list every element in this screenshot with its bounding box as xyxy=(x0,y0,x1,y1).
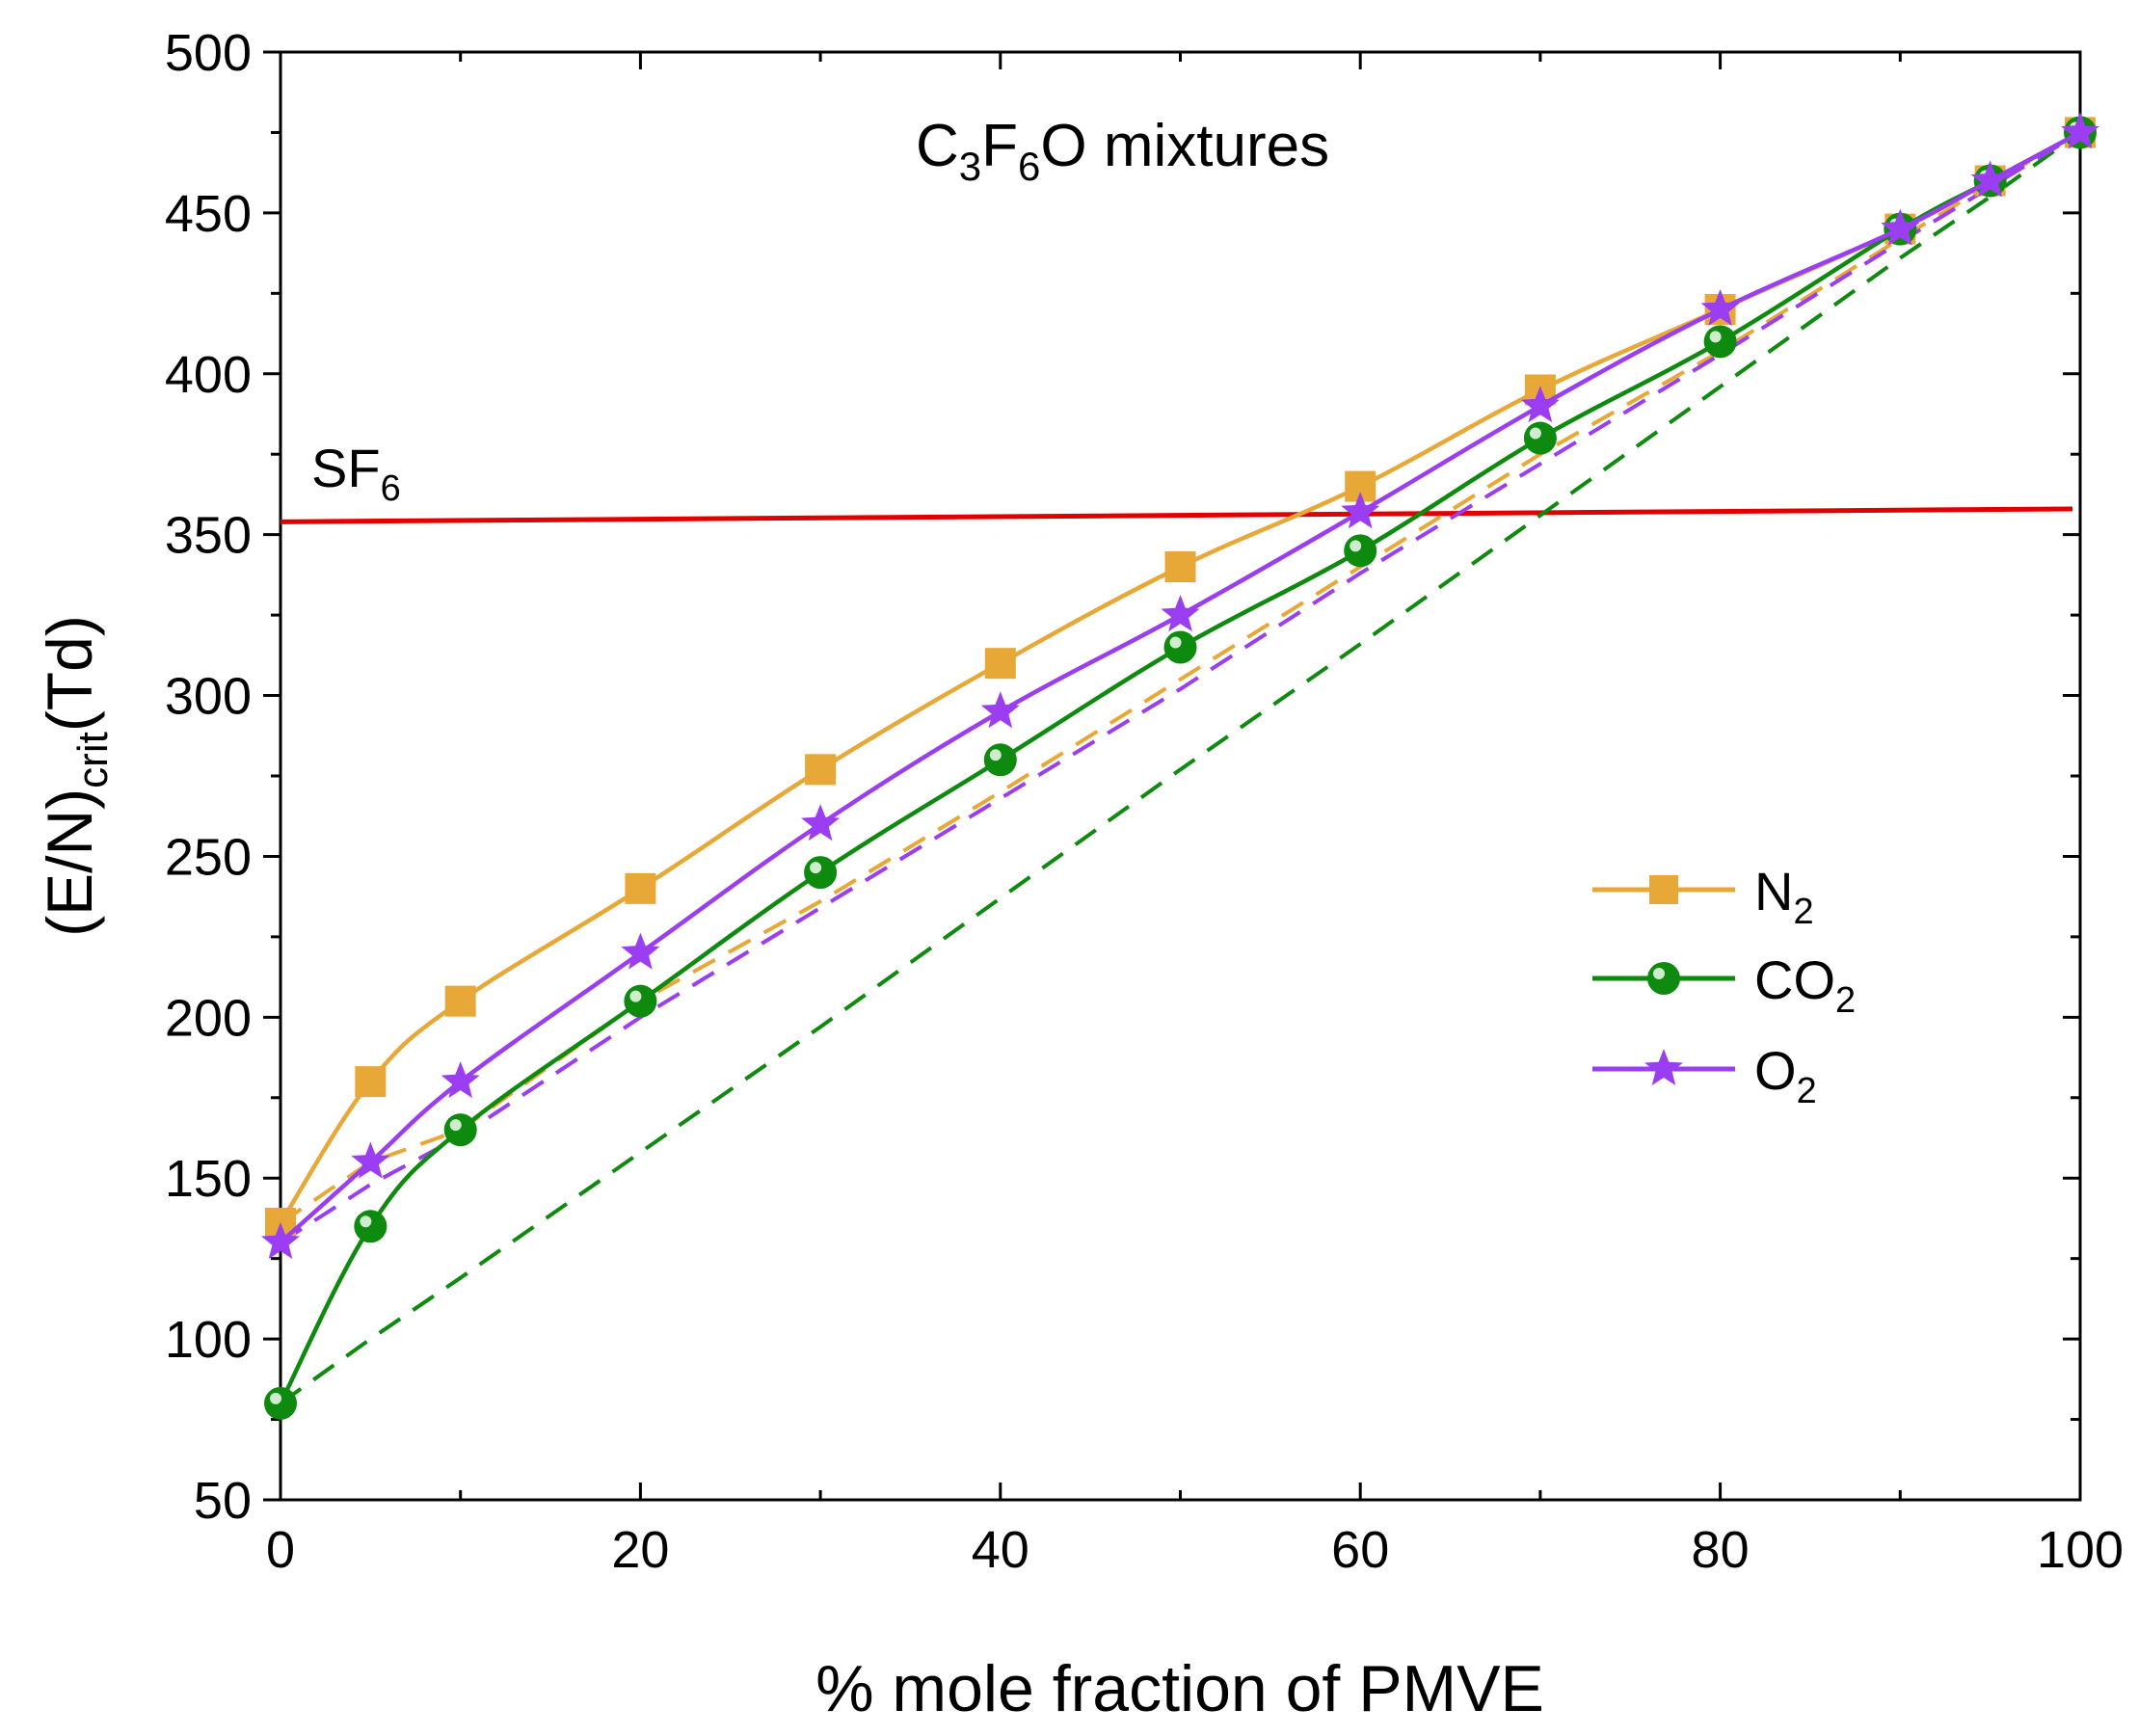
point-co2 xyxy=(804,856,838,890)
point-n2 xyxy=(444,985,476,1017)
point-o2 xyxy=(1700,289,1740,326)
point-o2 xyxy=(1341,492,1380,529)
point-highlight-co2 xyxy=(1709,331,1722,343)
y-tick-label: 250 xyxy=(165,828,252,886)
point-o2 xyxy=(2061,112,2099,149)
y-tick-label: 450 xyxy=(165,185,252,243)
point-o2 xyxy=(980,691,1020,729)
y-tick-label: 350 xyxy=(165,507,252,565)
y-tick-label: 300 xyxy=(165,668,252,726)
legend-marker-o2 xyxy=(1644,1049,1683,1085)
point-co2 xyxy=(624,984,657,1018)
axis-ticks: 0 20 40 60 80 100 50 100 150 200 250 300 350 400 450 50… xyxy=(165,24,2124,1579)
point-highlight-co2 xyxy=(270,1392,281,1404)
point-highlight-co2 xyxy=(629,990,642,1002)
point-n2 xyxy=(1164,551,1196,583)
sf6-label: SF6 xyxy=(311,438,401,509)
point-highlight-co2 xyxy=(1350,540,1362,552)
point-o2 xyxy=(261,1222,300,1259)
legend-marker-co2-highlight xyxy=(1653,968,1665,979)
legend-entry-o2: O2 xyxy=(1592,1040,1817,1111)
point-highlight-co2 xyxy=(1169,636,1182,649)
chart-title: C3F6O mixtures xyxy=(916,113,1329,189)
point-n2 xyxy=(625,872,656,904)
legend-label-n2: N2 xyxy=(1754,861,1814,932)
point-o2 xyxy=(1520,386,1560,423)
point-co2 xyxy=(1163,630,1197,664)
y-tick-label: 400 xyxy=(165,346,252,404)
point-n2 xyxy=(805,754,837,786)
legend-entry-n2: N2 xyxy=(1592,861,1814,932)
point-highlight-co2 xyxy=(810,862,822,874)
legend-label-co2: CO2 xyxy=(1754,949,1856,1021)
x-tick-label: 100 xyxy=(2037,1521,2124,1579)
legend: N2 CO2 O2 xyxy=(1592,861,1856,1111)
point-o2 xyxy=(441,1061,480,1099)
point-co2 xyxy=(264,1386,297,1420)
y-tick-label: 500 xyxy=(165,24,252,82)
y-tick-label: 150 xyxy=(165,1150,252,1208)
legend-marker-co2 xyxy=(1647,962,1680,995)
point-highlight-co2 xyxy=(989,749,1002,761)
y-axis-label: (E/N)crit(Td) xyxy=(34,615,117,937)
legend-label-o2: O2 xyxy=(1754,1040,1817,1111)
point-highlight-co2 xyxy=(1529,427,1541,440)
legend-marker-n2 xyxy=(1649,875,1678,904)
point-n2 xyxy=(984,648,1016,680)
point-co2 xyxy=(1344,534,1377,568)
dashed-line-co2 xyxy=(279,130,2082,1405)
sf6-reference-line xyxy=(280,506,2073,524)
point-co2 xyxy=(983,743,1017,777)
point-co2 xyxy=(443,1113,477,1147)
point-o2 xyxy=(621,932,660,970)
point-n2 xyxy=(355,1066,387,1098)
point-o2 xyxy=(801,804,841,841)
x-tick-label: 80 xyxy=(1692,1521,1750,1579)
point-highlight-co2 xyxy=(449,1119,462,1132)
x-tick-label: 0 xyxy=(266,1521,295,1579)
y-tick-label: 50 xyxy=(194,1472,252,1530)
point-o2 xyxy=(351,1141,390,1179)
x-tick-label: 60 xyxy=(1331,1521,1389,1579)
point-o2 xyxy=(1881,208,1920,246)
x-tick-label: 40 xyxy=(972,1521,1029,1579)
legend-entry-co2: CO2 xyxy=(1592,949,1856,1021)
y-tick-label: 100 xyxy=(165,1311,252,1369)
x-axis-label: % mole fraction of PMVE xyxy=(815,1652,1544,1725)
point-highlight-co2 xyxy=(360,1215,372,1228)
point-co2 xyxy=(1523,421,1557,455)
point-o2 xyxy=(1161,595,1200,632)
x-tick-label: 20 xyxy=(611,1521,669,1579)
point-o2 xyxy=(1970,160,2010,198)
point-co2 xyxy=(354,1210,388,1243)
series-line-o2 xyxy=(279,130,2082,1244)
y-tick-label: 200 xyxy=(165,989,252,1047)
point-co2 xyxy=(1703,325,1737,359)
